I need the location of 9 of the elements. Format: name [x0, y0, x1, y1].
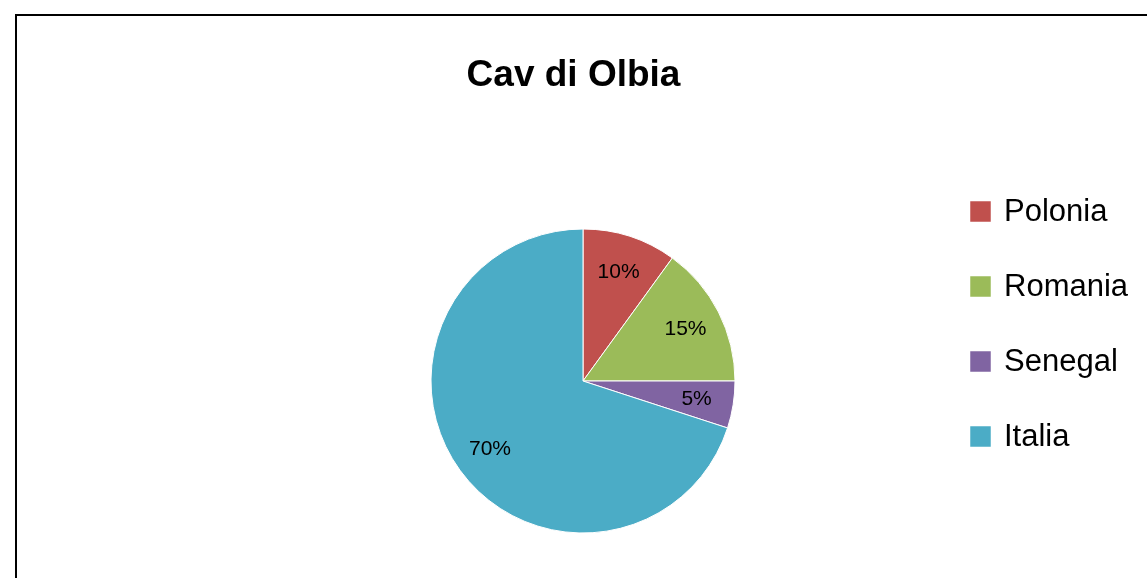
legend-label: Senegal — [1004, 342, 1118, 378]
data-label: 15% — [664, 315, 707, 339]
data-label: 10% — [597, 258, 640, 282]
legend-label: Polonia — [1004, 192, 1109, 228]
legend-label: Romania — [1004, 267, 1129, 303]
chart-title: Cav di Olbia — [466, 53, 681, 94]
data-label: 70% — [468, 435, 511, 459]
data-label: 5% — [681, 385, 712, 409]
legend-label: Italia — [1004, 417, 1071, 453]
